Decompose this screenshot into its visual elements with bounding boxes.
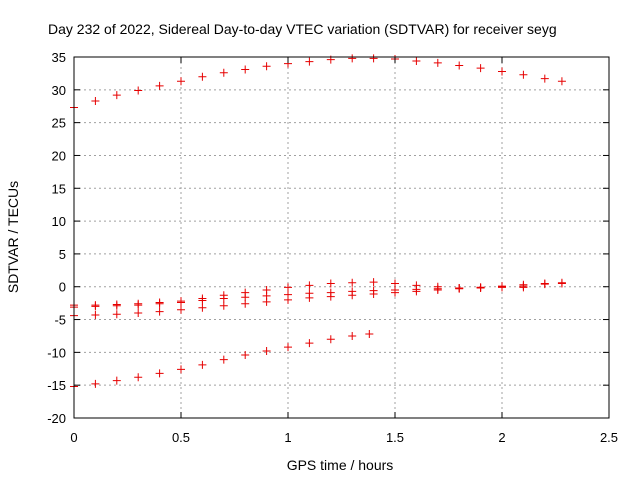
y-tick-label: 35 <box>52 50 66 65</box>
data-point <box>134 86 143 95</box>
data-point <box>198 296 207 305</box>
data-point <box>134 373 143 382</box>
chart-title: Day 232 of 2022, Sidereal Day-to-day VTE… <box>48 21 557 37</box>
y-tick-label: 25 <box>52 116 66 131</box>
data-point <box>91 96 100 105</box>
data-point <box>155 369 164 378</box>
data-point <box>365 329 374 338</box>
axis-ticks: -20 -15 -10 -5 0 5 10 15 20 25 30 35 0 0.5 1 1.5 2 2.5 <box>47 50 618 445</box>
x-tick-label: 0 <box>70 430 77 445</box>
data-point <box>112 310 121 319</box>
data-point <box>305 339 314 348</box>
data-point <box>198 72 207 81</box>
series-sat-b <box>70 278 566 310</box>
data-point <box>348 331 357 340</box>
data-point <box>91 310 100 319</box>
data-point <box>476 64 485 73</box>
data-point <box>412 287 421 296</box>
data-point <box>91 379 100 388</box>
y-tick-label: 30 <box>52 83 66 98</box>
data-point <box>134 301 143 310</box>
data-point <box>198 303 207 312</box>
data-point <box>433 58 442 67</box>
series-sat-e <box>70 329 374 391</box>
data-point <box>177 305 185 314</box>
data-point <box>369 289 378 298</box>
y-tick-label: 20 <box>52 148 66 163</box>
data-points <box>70 54 566 391</box>
data-point <box>177 77 185 86</box>
data-point <box>557 278 566 287</box>
y-axis-label: SDTVAR / TECUs <box>5 181 21 293</box>
data-point <box>369 54 378 63</box>
data-point <box>177 365 185 374</box>
data-point <box>241 65 250 74</box>
data-point <box>412 56 421 65</box>
data-point <box>134 308 143 317</box>
data-point <box>262 347 271 356</box>
data-point <box>91 302 100 311</box>
data-point <box>219 301 228 310</box>
data-point <box>519 70 528 79</box>
data-point <box>326 335 335 344</box>
data-point <box>241 350 250 359</box>
gridlines <box>74 57 609 418</box>
data-point <box>433 286 442 295</box>
data-point <box>262 297 271 306</box>
y-tick-label: 15 <box>52 181 66 196</box>
x-tick-label: 2.5 <box>600 430 618 445</box>
x-tick-label: 1.5 <box>386 430 404 445</box>
y-tick-label: -5 <box>54 313 66 328</box>
data-point <box>155 81 164 90</box>
series-sat-a <box>70 54 566 112</box>
data-point <box>219 355 228 364</box>
data-point <box>284 295 292 304</box>
data-point <box>348 54 357 63</box>
data-point <box>540 74 549 83</box>
data-point <box>519 280 528 289</box>
data-point <box>112 376 121 385</box>
data-point <box>305 281 314 290</box>
data-point <box>540 279 549 288</box>
data-point <box>219 294 228 303</box>
data-point <box>284 283 292 292</box>
x-tick-label: 2 <box>498 430 505 445</box>
data-point <box>112 91 121 100</box>
data-point <box>326 292 335 301</box>
plot-frame <box>73 56 610 419</box>
data-point <box>476 283 485 292</box>
data-point <box>177 298 185 307</box>
data-point <box>391 288 399 297</box>
data-point <box>557 77 566 86</box>
data-point <box>348 278 357 287</box>
data-point <box>498 67 506 76</box>
data-point <box>455 61 464 70</box>
x-tick-label: 1 <box>284 430 291 445</box>
data-point <box>241 299 250 308</box>
y-tick-label: 0 <box>59 280 66 295</box>
y-tick-label: -15 <box>47 378 66 393</box>
data-point <box>262 62 271 71</box>
y-tick-label: -10 <box>47 345 66 360</box>
data-point <box>369 278 378 287</box>
data-point <box>198 360 207 369</box>
data-point <box>155 299 164 308</box>
data-point <box>155 307 164 316</box>
y-tick-label: 5 <box>59 247 66 262</box>
data-point <box>305 293 314 302</box>
data-point <box>498 282 506 291</box>
data-point <box>326 279 335 288</box>
data-point <box>305 57 314 66</box>
x-tick-label: 0.5 <box>172 430 190 445</box>
data-point <box>284 343 292 352</box>
y-tick-label: -20 <box>47 411 66 426</box>
data-point <box>219 68 228 77</box>
series-sat-d <box>70 278 566 320</box>
data-point <box>348 291 357 300</box>
data-point <box>112 301 121 310</box>
data-point <box>455 284 464 293</box>
y-tick-label: 10 <box>52 214 66 229</box>
x-axis-label: GPS time / hours <box>287 457 394 473</box>
